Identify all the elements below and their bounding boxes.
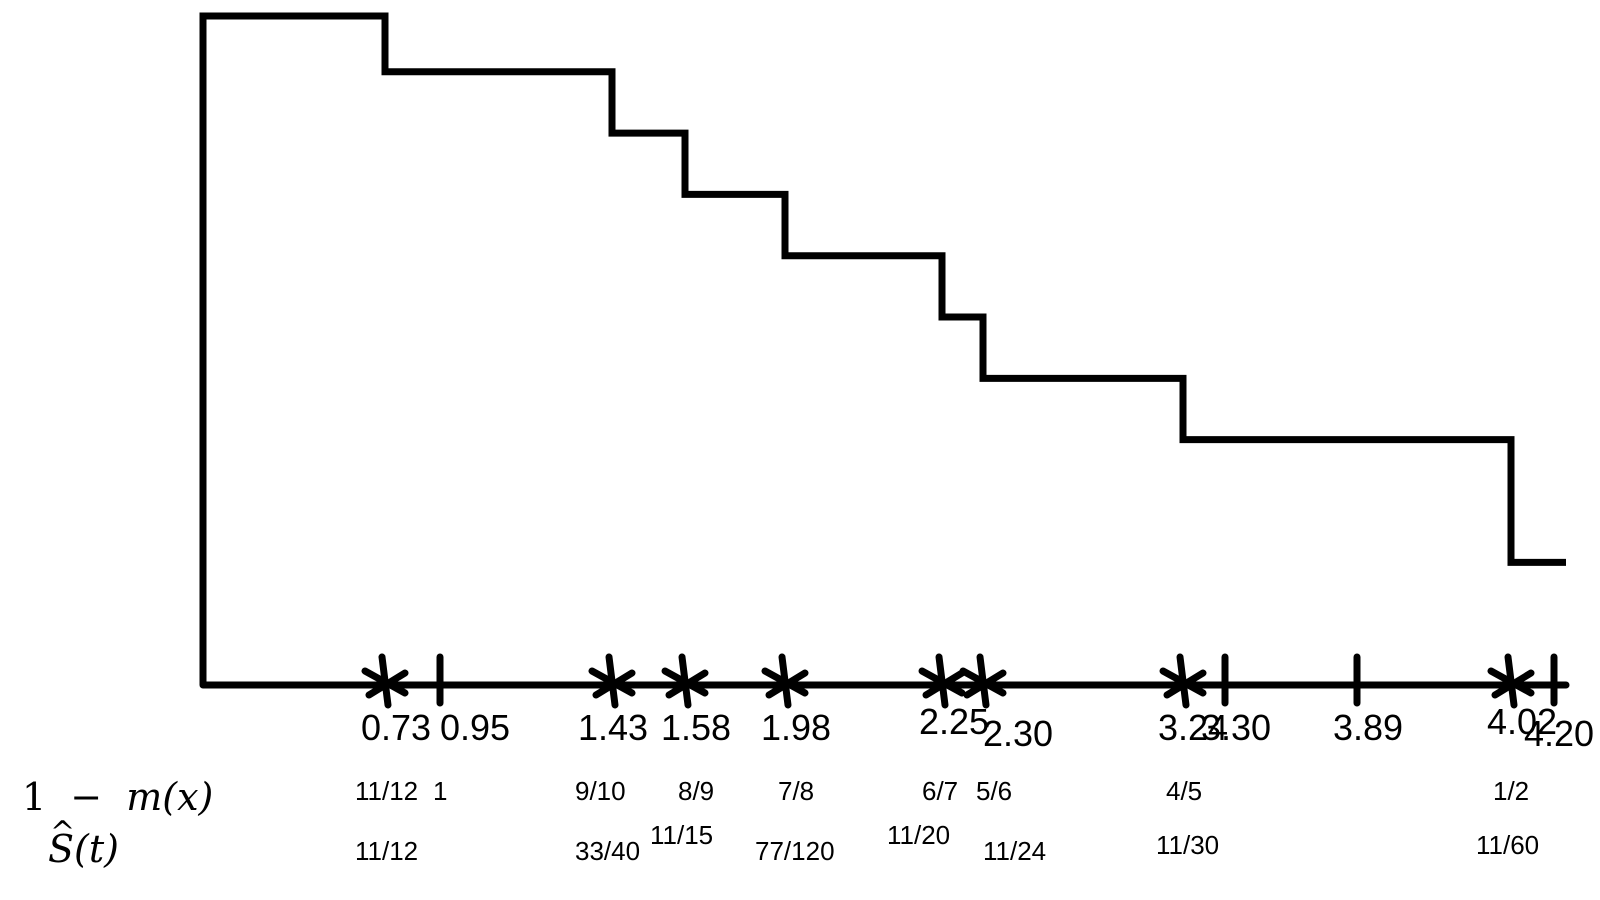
m-value: 4/5 <box>1166 776 1202 806</box>
s-row-body: S(t) <box>48 827 119 871</box>
s-value: 11/30 <box>1156 830 1219 860</box>
event-star-mark <box>959 653 1007 709</box>
s-value: 33/40 <box>575 836 640 866</box>
time-label: 0.73 <box>361 707 431 748</box>
m-row-operator: − <box>70 775 102 819</box>
time-label: 4.02 <box>1487 701 1557 742</box>
m-row-body: m(x) <box>126 775 213 819</box>
m-value: 1/2 <box>1493 776 1529 806</box>
time-label: 1.43 <box>578 707 648 748</box>
event-star-mark <box>761 653 809 709</box>
time-label: 3.89 <box>1333 707 1403 748</box>
s-row-values-group: 11/12 33/40 11/15 77/120 11/20 11/24 11/30 11/6… <box>355 820 1539 866</box>
s-value: 11/60 <box>1476 830 1539 860</box>
event-star-mark <box>361 653 409 709</box>
survival-step-curve-group <box>199 12 1566 685</box>
event-markers-group <box>361 653 1558 709</box>
event-star-mark <box>661 653 709 709</box>
time-label: 0.95 <box>440 707 510 748</box>
s-value: 11/15 <box>650 820 713 850</box>
time-label: 1.98 <box>761 707 831 748</box>
m-value: 11/12 <box>355 776 418 806</box>
m-value: 1 <box>433 776 447 806</box>
s-value: 11/24 <box>983 836 1046 866</box>
event-star-mark <box>1159 653 1207 709</box>
time-label: 3.30 <box>1201 707 1271 748</box>
m-value: 6/7 <box>922 776 958 806</box>
event-star-mark <box>1487 653 1535 709</box>
s-row-hat: ^ <box>50 815 75 850</box>
event-star-mark <box>918 653 966 709</box>
s-value: 11/20 <box>887 820 950 850</box>
time-labels-group: 0.73 0.95 1.43 1.58 1.98 2.252.30 3.243.30 3.89… <box>361 701 1594 754</box>
m-value: 7/8 <box>778 776 814 806</box>
time-label: 2.25 <box>919 701 989 742</box>
m-value: 8/9 <box>678 776 714 806</box>
m-row-prefix: 1 <box>22 775 46 819</box>
time-label: 1.58 <box>661 707 731 748</box>
m-value: 5/6 <box>976 776 1012 806</box>
m-row-values-group: 11/12 1 9/10 8/9 7/8 6/7 5/6 4/5 1/2 <box>355 776 1529 806</box>
s-row-label: S(t) <box>48 827 119 871</box>
time-label: 2.30 <box>983 713 1053 754</box>
time-label: 4.20 <box>1524 713 1594 754</box>
time-label: 3.24 <box>1158 707 1228 748</box>
m-value: 9/10 <box>575 776 626 806</box>
survival-step-curve <box>199 12 1566 685</box>
event-star-mark <box>588 653 636 709</box>
s-value: 11/12 <box>355 836 418 866</box>
s-value: 77/120 <box>755 836 835 866</box>
m-row-label: 1 − m(x) <box>22 775 213 819</box>
